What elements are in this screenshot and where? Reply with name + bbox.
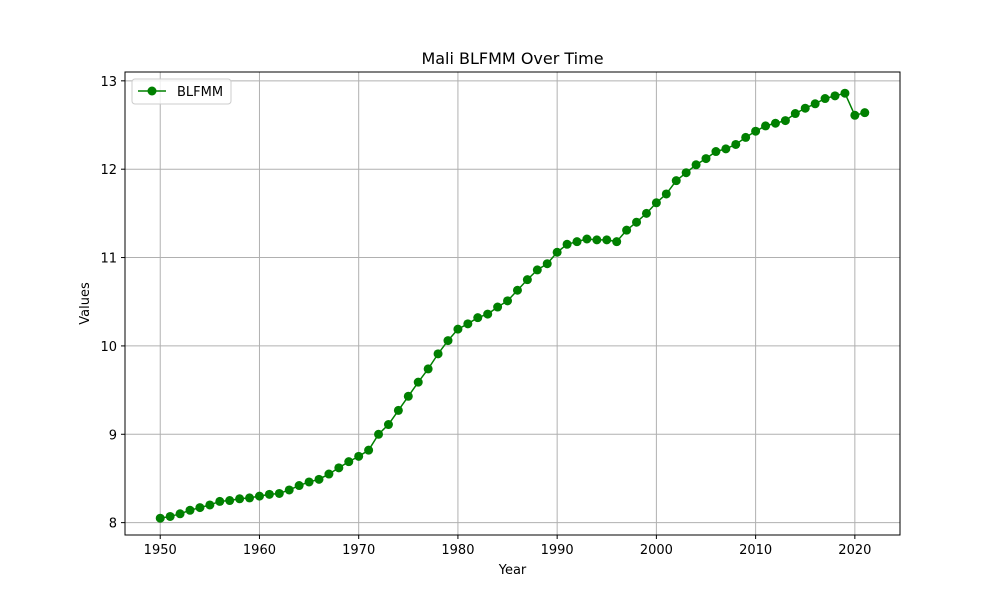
- data-point: [155, 513, 165, 523]
- data-point: [850, 110, 860, 120]
- data-point: [165, 511, 175, 521]
- data-point: [522, 275, 532, 285]
- data-point: [800, 103, 810, 113]
- x-tick-label: 2000: [640, 543, 673, 558]
- x-tick-label: 1990: [541, 543, 574, 558]
- data-point: [314, 474, 324, 484]
- data-point: [602, 235, 612, 245]
- x-tick-label: 2010: [739, 543, 772, 558]
- data-point: [433, 349, 443, 359]
- data-point: [651, 198, 661, 208]
- data-point: [761, 121, 771, 131]
- data-point: [780, 116, 790, 126]
- data-point: [622, 225, 632, 235]
- data-point: [542, 259, 552, 269]
- data-point: [592, 235, 602, 245]
- data-point: [175, 509, 185, 519]
- data-point: [671, 176, 681, 186]
- data-point: [294, 481, 304, 491]
- legend: BLFMM: [131, 78, 232, 105]
- legend-series-marker: [147, 86, 157, 96]
- data-point: [264, 489, 274, 499]
- data-point: [324, 469, 334, 479]
- data-point: [562, 239, 572, 249]
- data-point: [354, 451, 364, 461]
- data-point: [751, 126, 761, 136]
- data-point: [225, 496, 235, 506]
- data-point: [572, 237, 582, 247]
- data-point: [423, 364, 433, 374]
- data-point: [731, 139, 741, 149]
- data-series: [155, 88, 870, 523]
- data-point: [413, 377, 423, 387]
- data-point: [364, 445, 374, 455]
- data-point: [493, 302, 503, 312]
- data-point: [235, 494, 245, 504]
- data-point: [185, 505, 195, 515]
- x-tick-label: 1960: [243, 543, 276, 558]
- data-point: [274, 488, 284, 498]
- data-point: [860, 108, 870, 118]
- data-point: [304, 477, 314, 487]
- data-point: [383, 420, 393, 430]
- legend-box: [131, 78, 232, 105]
- data-point: [403, 391, 413, 401]
- y-tick-label: 10: [100, 340, 117, 355]
- data-point: [473, 313, 483, 323]
- data-point: [810, 99, 820, 109]
- data-point: [215, 496, 225, 506]
- y-tick-label: 9: [109, 428, 117, 443]
- data-point: [820, 94, 830, 104]
- data-point: [691, 160, 701, 170]
- data-point: [830, 91, 840, 101]
- data-point: [344, 457, 354, 467]
- x-axis-label: Year: [498, 563, 527, 578]
- x-tick-label: 1980: [441, 543, 474, 558]
- data-point: [195, 503, 205, 513]
- data-point: [701, 154, 711, 164]
- x-tick-label: 2020: [838, 543, 871, 558]
- data-point: [463, 319, 473, 329]
- data-point: [443, 336, 453, 346]
- data-point: [790, 109, 800, 119]
- data-point: [393, 405, 403, 415]
- data-point: [205, 500, 215, 510]
- y-tick-label: 12: [100, 163, 117, 178]
- data-point: [284, 485, 294, 495]
- data-point: [532, 265, 542, 275]
- x-tick-label: 1950: [144, 543, 177, 558]
- y-tick-label: 11: [100, 252, 117, 267]
- axis-ticks: 1950 1960 1970 1980 1990 2000 2010 2020 8 9 10 11 12…: [100, 75, 871, 558]
- y-tick-label: 13: [100, 75, 117, 90]
- data-point: [503, 296, 513, 306]
- y-axis-label: Values: [78, 282, 93, 325]
- data-point: [612, 237, 622, 247]
- legend-series-label: BLFMM: [177, 85, 223, 100]
- data-point: [661, 189, 671, 199]
- data-point: [483, 309, 493, 319]
- x-tick-label: 1970: [342, 543, 375, 558]
- plot-frame: [124, 71, 901, 536]
- data-point: [721, 144, 731, 154]
- data-point: [770, 118, 780, 128]
- data-point: [741, 132, 751, 142]
- data-point: [254, 491, 264, 501]
- data-point: [632, 217, 642, 227]
- grid-lines: [125, 72, 900, 535]
- data-point: [582, 234, 592, 244]
- data-point: [453, 324, 463, 334]
- data-point: [641, 208, 651, 218]
- data-point: [374, 429, 384, 439]
- data-point: [512, 285, 522, 295]
- chart-title: Mali BLFMM Over Time: [421, 49, 603, 68]
- data-point: [334, 463, 344, 473]
- data-point: [245, 493, 255, 503]
- y-tick-label: 8: [109, 517, 117, 532]
- data-point: [840, 88, 850, 98]
- data-point: [681, 168, 691, 178]
- data-point: [552, 247, 562, 257]
- data-point: [711, 147, 721, 157]
